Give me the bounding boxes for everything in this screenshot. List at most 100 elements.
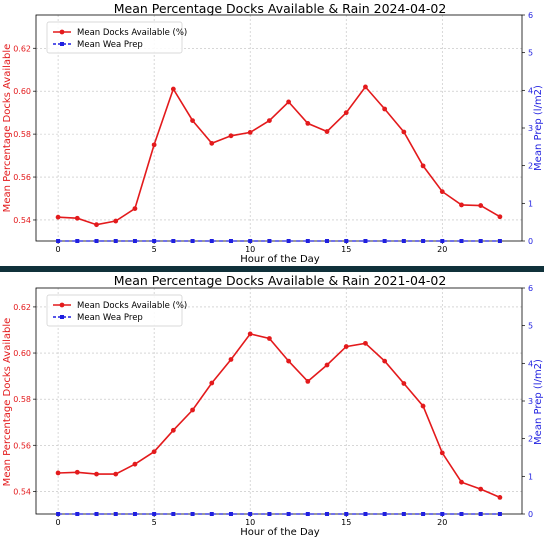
x-tick-label: 15 <box>341 518 351 527</box>
data-point-rain <box>325 512 330 516</box>
y-tick-label-left: 0.58 <box>13 130 31 139</box>
data-point-docks <box>113 471 119 477</box>
data-point-docks <box>420 403 426 409</box>
data-point-rain <box>94 239 99 243</box>
y-tick-label-right: 5 <box>528 322 533 331</box>
data-point-docks <box>190 118 195 123</box>
data-point-rain <box>152 239 157 243</box>
data-point-docks <box>497 494 503 500</box>
data-point-docks <box>151 449 157 455</box>
data-point-rain <box>478 512 483 516</box>
data-point-docks <box>459 479 464 485</box>
data-point-docks <box>113 218 119 224</box>
legend-marker <box>59 29 65 35</box>
chart-panel-2024: Mean Percentage Docks Available & Rain 2… <box>0 0 544 266</box>
x-tick-label: 20 <box>437 245 447 254</box>
data-point-docks <box>497 214 503 220</box>
legend-marker <box>60 42 64 46</box>
data-point-rain <box>459 512 464 516</box>
data-point-rain <box>497 239 502 243</box>
data-point-rain <box>305 512 310 516</box>
data-point-docks <box>170 427 176 433</box>
y-tick-label-left: 0.60 <box>13 349 31 358</box>
x-tick-label: 0 <box>56 518 61 527</box>
data-point-rain <box>228 239 233 243</box>
data-point-rain <box>209 512 214 516</box>
data-point-rain <box>209 239 214 243</box>
data-point-docks <box>286 99 292 105</box>
chart-panel-2021: Mean Percentage Docks Available & Rain 2… <box>0 272 544 538</box>
data-point-docks <box>401 129 407 135</box>
data-point-rain <box>248 512 253 516</box>
y-tick-label-right: 0 <box>528 510 533 519</box>
data-point-docks <box>170 86 176 92</box>
data-point-docks <box>363 340 368 346</box>
y-tick-label-right: 3 <box>528 124 533 133</box>
data-point-rain <box>497 512 502 516</box>
data-point-rain <box>363 239 368 243</box>
data-point-rain <box>171 239 176 243</box>
data-point-rain <box>421 239 426 243</box>
data-point-rain <box>363 512 368 516</box>
chart-2024-svg: Mean Percentage Docks Available & Rain 2… <box>2 1 544 265</box>
data-point-docks <box>266 118 272 123</box>
data-point-docks <box>478 486 484 492</box>
x-tick-label: 10 <box>245 518 255 527</box>
legend-label: Mean Wea Prep <box>77 40 143 50</box>
data-point-docks <box>94 471 99 477</box>
data-point-docks <box>266 336 272 341</box>
data-point-rain <box>171 512 176 516</box>
data-point-docks <box>209 380 215 386</box>
y-tick-label-right: 1 <box>528 199 533 208</box>
legend-box <box>46 21 183 54</box>
y-tick-label-right: 4 <box>528 86 533 95</box>
y-tick-label-left: 0.62 <box>13 303 31 312</box>
data-point-rain <box>325 239 330 243</box>
data-point-rain <box>190 512 195 516</box>
y-tick-label-right: 3 <box>528 397 533 406</box>
data-point-docks <box>343 344 349 349</box>
data-point-docks <box>228 133 234 139</box>
data-point-docks <box>286 358 292 364</box>
data-point-docks <box>74 469 80 475</box>
data-point-rain <box>94 512 99 516</box>
legend-label: Mean Docks Available (%) <box>77 28 187 38</box>
chart-title: Mean Percentage Docks Available & Rain 2… <box>114 273 447 288</box>
chart-title: Mean Percentage Docks Available & Rain 2… <box>114 1 447 16</box>
data-point-rain <box>286 239 291 243</box>
data-point-docks <box>382 358 388 364</box>
data-point-docks <box>55 214 61 220</box>
data-point-rain <box>190 239 195 243</box>
data-point-docks <box>305 120 311 126</box>
data-point-rain <box>401 239 406 243</box>
data-point-rain <box>248 239 253 243</box>
data-point-docks <box>343 110 349 116</box>
data-point-docks <box>247 331 253 337</box>
legend-label: Mean Wea Prep <box>77 313 143 323</box>
data-point-docks <box>478 203 484 208</box>
data-point-docks <box>324 362 330 368</box>
y-axis-label-right: Mean Prep (l/m2) <box>533 85 544 171</box>
y-tick-label-right: 6 <box>528 284 533 293</box>
data-point-rain <box>305 239 310 243</box>
chart-2021-svg: Mean Percentage Docks Available & Rain 2… <box>2 273 544 538</box>
legend-label: Mean Docks Available (%) <box>77 301 187 311</box>
data-point-docks <box>55 470 61 476</box>
data-point-rain <box>56 512 61 516</box>
data-point-docks <box>228 357 234 362</box>
data-point-docks <box>209 140 215 146</box>
data-point-rain <box>344 512 349 516</box>
data-point-rain <box>421 512 426 516</box>
y-tick-label-left: 0.54 <box>13 216 31 225</box>
y-tick-label-left: 0.58 <box>13 395 31 404</box>
x-tick-label: 0 <box>56 245 61 254</box>
data-point-docks <box>305 378 311 384</box>
y-tick-label-right: 0 <box>528 237 533 246</box>
data-point-docks <box>439 189 445 195</box>
data-point-rain <box>75 512 80 516</box>
y-tick-label-left: 0.56 <box>13 441 31 450</box>
data-point-rain <box>267 239 272 243</box>
legend-marker <box>60 315 64 319</box>
x-tick-label: 15 <box>341 245 351 254</box>
y-axis-label-left: Mean Percentage Docks Available <box>2 44 13 213</box>
